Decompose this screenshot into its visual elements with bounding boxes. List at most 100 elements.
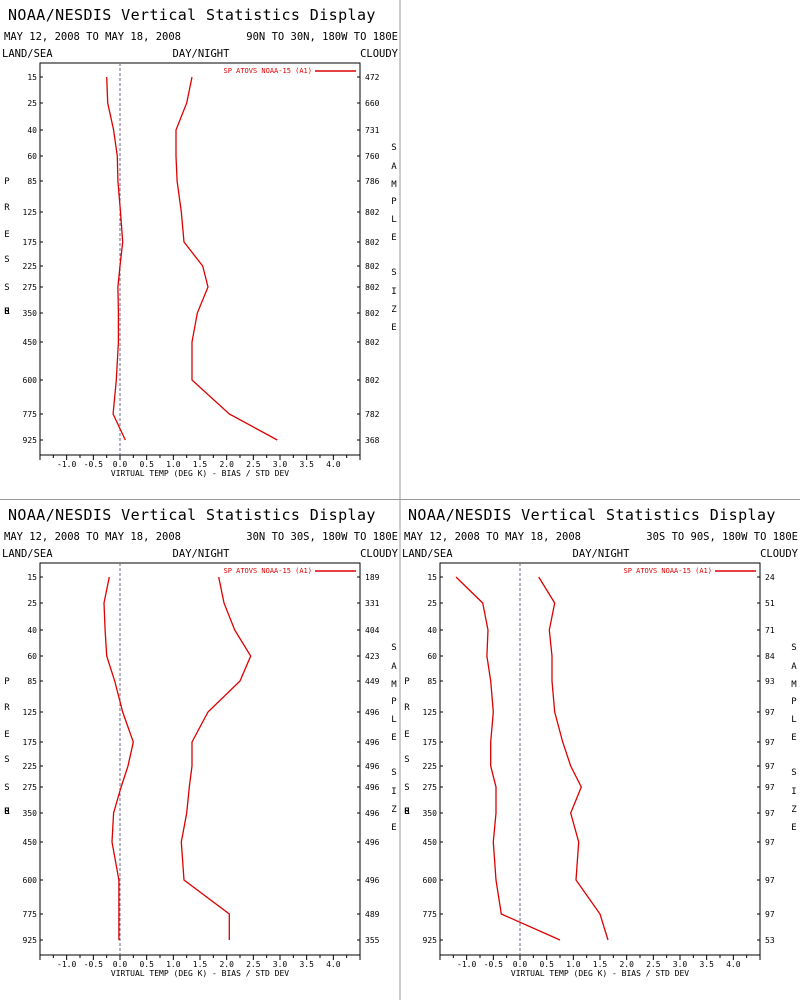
chart-panel-2: NOAA/NESDIS Vertical Statistics Display M… [2, 506, 399, 978]
header-day-night: DAY/NIGHT [173, 548, 231, 560]
sample-size-value: 496 [365, 876, 380, 885]
x-tick-label: 1.0 [566, 960, 581, 969]
sample-size-value: 404 [365, 626, 380, 635]
legend-label: SP ATOVS NOAA-15 (A1) [223, 567, 312, 575]
pressure-level-label: 225 [423, 762, 438, 771]
x-tick-label: 0.0 [113, 960, 128, 969]
sample-size-value: 802 [365, 338, 380, 347]
pressure-level-label: 25 [427, 599, 437, 608]
x-tick-label: 4.0 [326, 960, 341, 969]
pressure-level-label: 925 [423, 936, 438, 945]
x-tick-label: 3.0 [273, 460, 288, 469]
sample-size-value: 496 [365, 762, 380, 771]
pressure-level-label: 350 [423, 809, 438, 818]
x-tick-label: -0.5 [484, 960, 503, 969]
x-tick-label: 2.5 [246, 460, 261, 469]
pressure-level-label: 60 [27, 152, 37, 161]
pressure-level-label: 175 [423, 738, 438, 747]
left-axis-label: P R E S S URE [4, 177, 10, 317]
sample-size-value: 51 [765, 599, 775, 608]
x-tick-label: 0.0 [513, 960, 528, 969]
pressure-level-label: 450 [23, 338, 38, 347]
pressure-level-label: 350 [23, 309, 38, 318]
legend-label: SP ATOVS NOAA-15 (A1) [623, 567, 712, 575]
header-day-night: DAY/NIGHT [173, 48, 231, 60]
sample-size-value: 760 [365, 152, 380, 161]
pressure-level-label: 175 [23, 738, 38, 747]
pressure-level-label: 925 [23, 436, 38, 445]
sample-size-value: 802 [365, 376, 380, 385]
x-tick-label: 1.0 [166, 460, 181, 469]
sample-size-value: 368 [365, 436, 380, 445]
region-label: 90N TO 30N, 180W TO 180E [246, 31, 398, 43]
x-tick-label: 1.5 [193, 460, 208, 469]
sample-size-value: 786 [365, 177, 380, 186]
series-bias-line [103, 576, 134, 940]
header-land-sea: LAND/SEA [402, 548, 453, 560]
pressure-level-label: 40 [27, 626, 37, 635]
sample-size-value: 97 [765, 876, 775, 885]
x-tick-label: -0.5 [84, 460, 103, 469]
header-cloudy: CLOUDY [760, 548, 799, 560]
plot-frame [439, 562, 761, 956]
x-tick-label: 3.0 [273, 960, 288, 969]
sample-size-value: 189 [365, 573, 380, 582]
pressure-level-label: 60 [427, 652, 437, 661]
panel-title: NOAA/NESDIS Vertical Statistics Display [8, 6, 376, 24]
sample-size-value: 97 [765, 910, 775, 919]
sample-size-value: 84 [765, 652, 775, 661]
sample-size-value: 53 [765, 936, 775, 945]
pressure-level-label: 775 [423, 910, 438, 919]
x-tick-label: 2.5 [246, 960, 261, 969]
x-tick-label: 0.5 [139, 960, 154, 969]
sample-size-value: 489 [365, 910, 380, 919]
x-tick-label: 3.0 [673, 960, 688, 969]
pressure-level-label: 85 [27, 677, 37, 686]
sample-size-value: 496 [365, 708, 380, 717]
x-tick-label: 3.5 [299, 960, 314, 969]
sample-size-value: 802 [365, 309, 380, 318]
sample-size-value: 802 [365, 283, 380, 292]
pressure-level-label: 40 [27, 126, 37, 135]
date-range: MAY 12, 2008 TO MAY 18, 2008 [4, 531, 181, 543]
x-tick-label: 2.0 [219, 460, 234, 469]
plot-frame [39, 62, 361, 456]
legend-label: SP ATOVS NOAA-15 (A1) [223, 67, 312, 75]
sample-size-value: 24 [765, 573, 775, 582]
x-tick-label: 2.0 [619, 960, 634, 969]
x-tick-label: 0.5 [139, 460, 154, 469]
pressure-level-label: 40 [427, 626, 437, 635]
pressure-level-label: 125 [423, 708, 438, 717]
x-axis-label: VIRTUAL TEMP (DEG K) - BIAS / STD DEV [511, 969, 689, 978]
panel-title: NOAA/NESDIS Vertical Statistics Display [408, 506, 776, 524]
sample-size-value: 496 [365, 838, 380, 847]
chart-panel-1: NOAA/NESDIS Vertical Statistics Display M… [2, 6, 399, 478]
pressure-level-label: 15 [27, 73, 37, 82]
sample-size-value: 802 [365, 238, 380, 247]
pressure-level-label: 125 [23, 208, 38, 217]
pressure-level-label: 275 [423, 783, 438, 792]
sample-size-value: 472 [365, 73, 380, 82]
sample-size-value: 423 [365, 652, 380, 661]
panel-title: NOAA/NESDIS Vertical Statistics Display [8, 506, 376, 524]
pressure-level-label: 275 [23, 283, 38, 292]
x-axis-label: VIRTUAL TEMP (DEG K) - BIAS / STD DEV [111, 469, 289, 478]
sample-size-value: 97 [765, 783, 775, 792]
pressure-level-label: 25 [27, 99, 37, 108]
pressure-level-label: 225 [23, 262, 38, 271]
series-std-dev-line [175, 76, 278, 441]
x-tick-label: -1.0 [457, 960, 476, 969]
sample-size-value: 97 [765, 708, 775, 717]
pressure-level-label: 85 [427, 677, 437, 686]
region-label: 30S TO 90S, 180W TO 180E [646, 531, 798, 543]
x-tick-label: 3.5 [299, 460, 314, 469]
sample-size-value: 496 [365, 809, 380, 818]
pressure-level-label: 775 [23, 410, 38, 419]
plot-frame [39, 562, 361, 956]
chart-panel-3: NOAA/NESDIS Vertical Statistics Display M… [402, 506, 799, 978]
series-std-dev-line [538, 576, 609, 941]
sample-size-value: 782 [365, 410, 380, 419]
